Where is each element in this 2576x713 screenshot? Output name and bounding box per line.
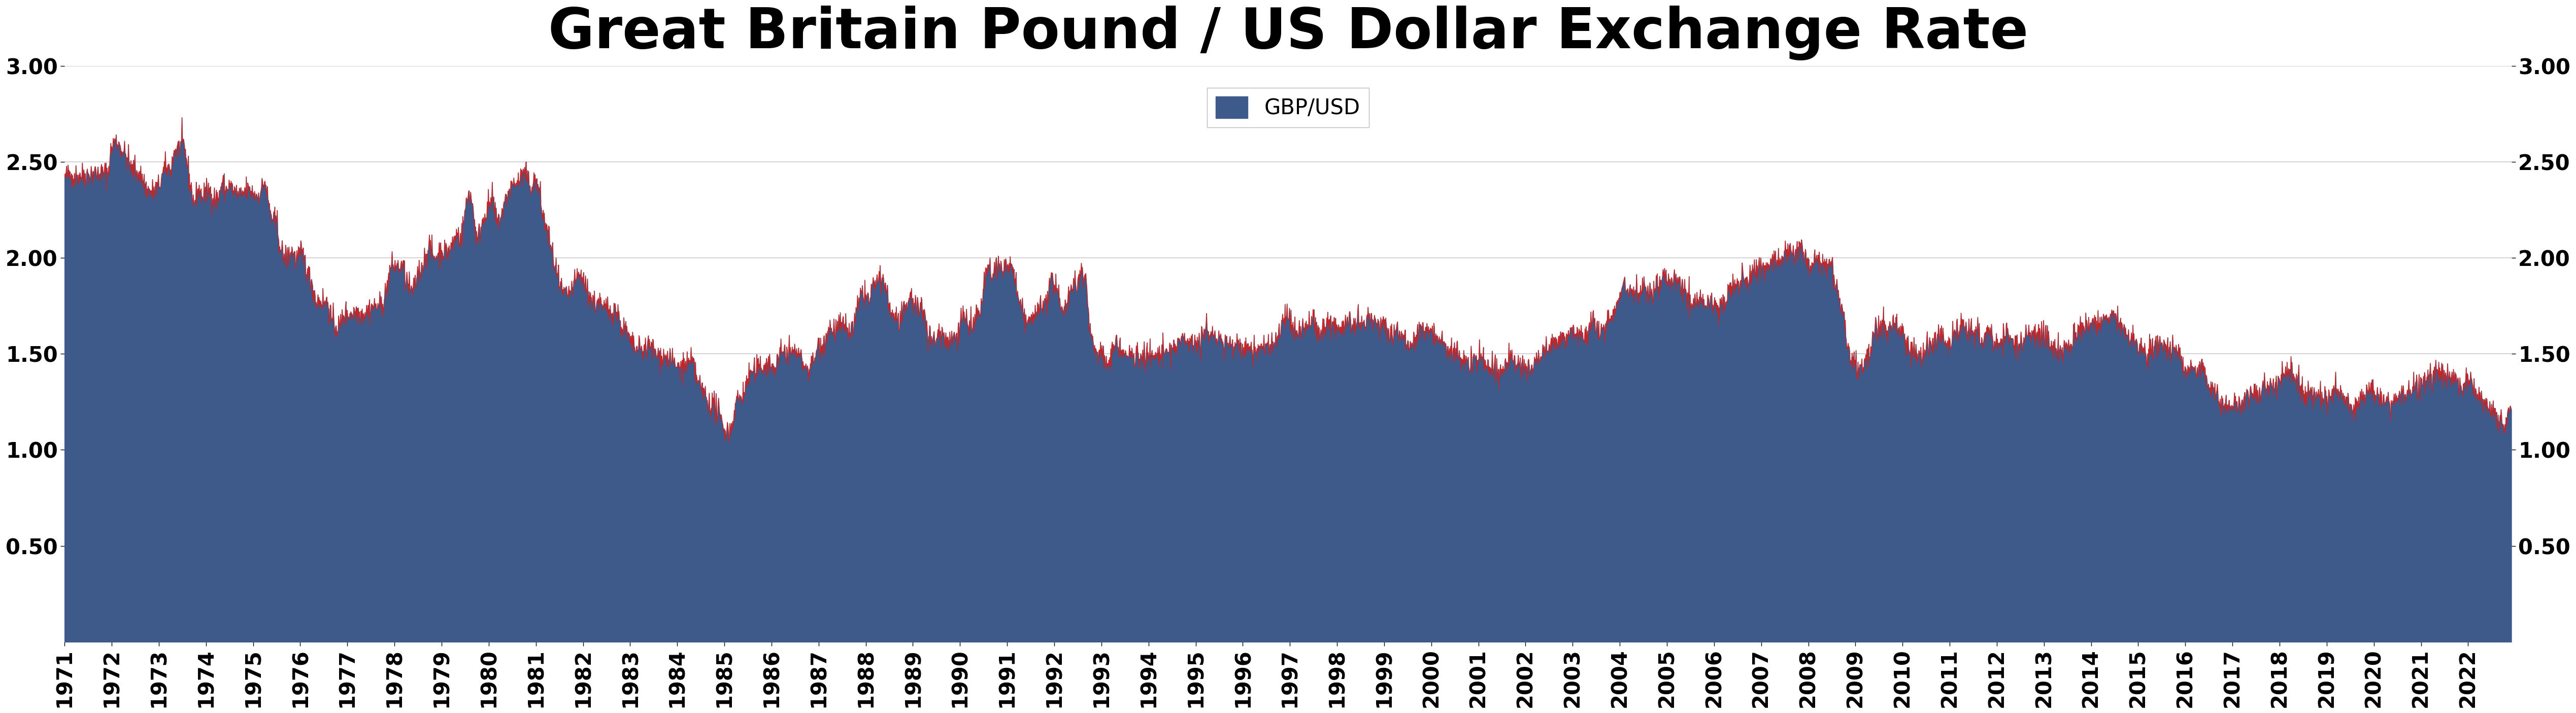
Legend: GBP/USD: GBP/USD [1208,88,1368,128]
Title: Great Britain Pound / US Dollar Exchange Rate: Great Britain Pound / US Dollar Exchange… [549,6,2027,61]
